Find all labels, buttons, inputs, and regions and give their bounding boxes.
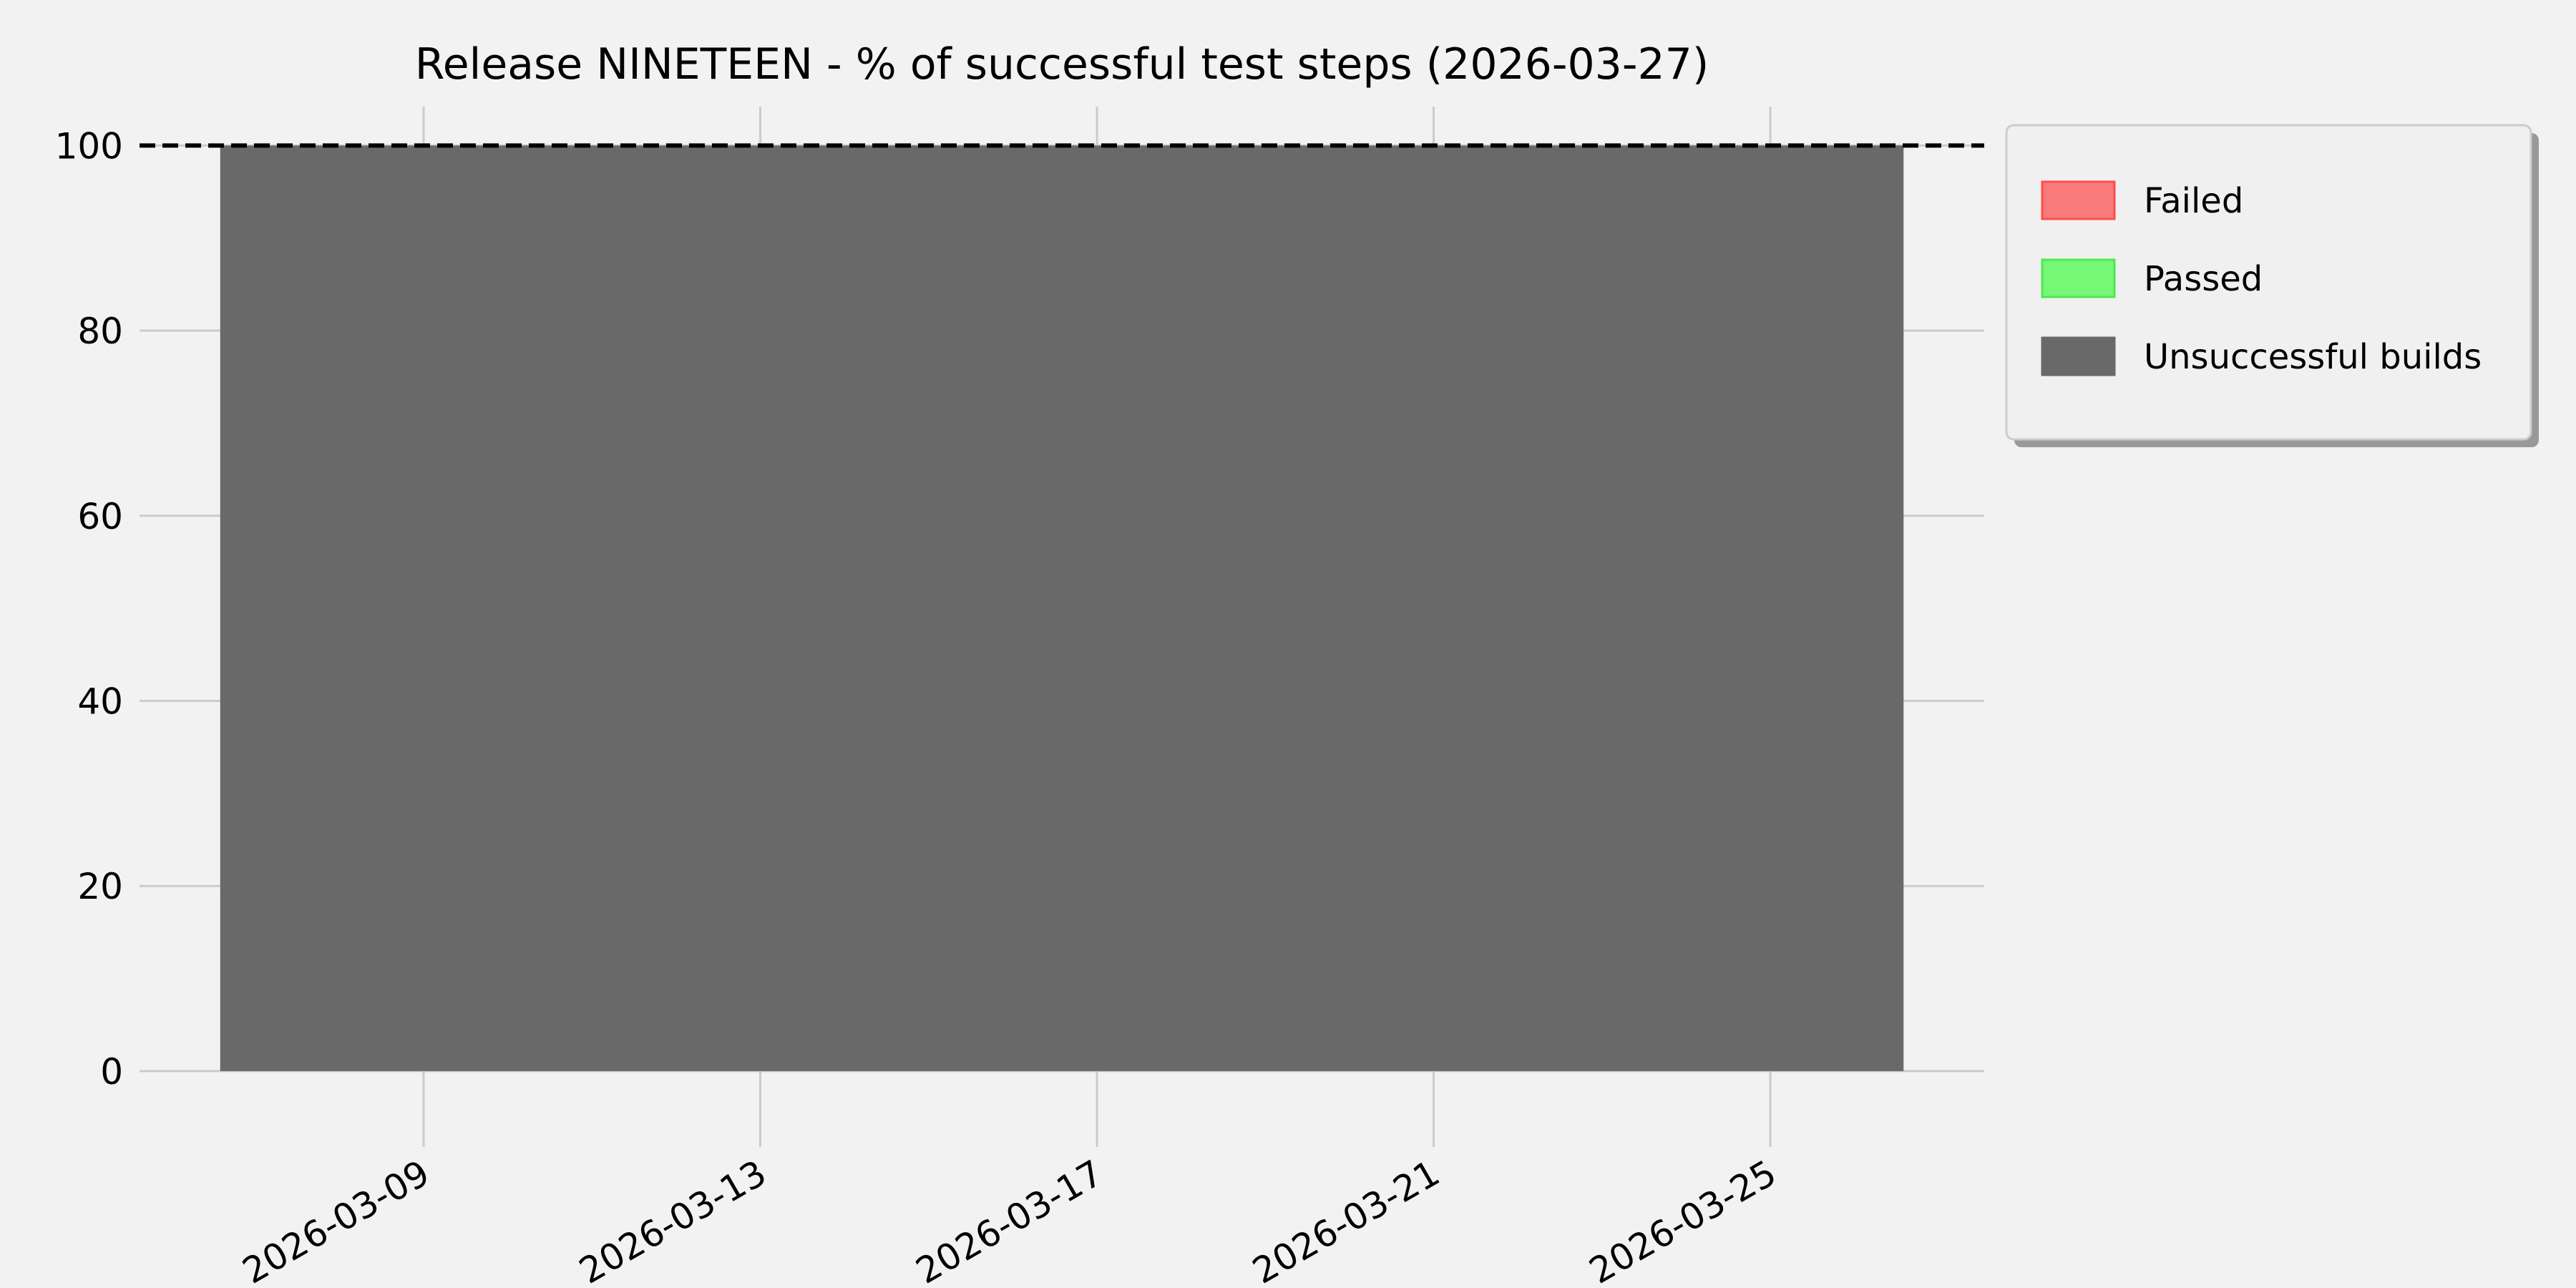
- legend-swatch-passed: [2041, 258, 2116, 298]
- legend-swatch-unsuccessful-builds: [2041, 336, 2116, 376]
- y-tick-label: 0: [100, 1051, 123, 1093]
- areas: [220, 145, 1904, 1071]
- legend: Failed Passed Unsuccessful builds: [2005, 124, 2539, 447]
- y-tick-label: 100: [55, 125, 123, 167]
- y-tick-label: 80: [77, 311, 123, 352]
- y-tick-label: 20: [77, 866, 123, 907]
- y-tick-labels: 0 20 40 60 80 100: [55, 125, 123, 1093]
- y-tick-label: 60: [77, 496, 123, 537]
- legend-label: Unsuccessful builds: [2144, 337, 2482, 377]
- legend-label: Passed: [2144, 259, 2263, 299]
- legend-swatch-failed: [2041, 180, 2116, 220]
- area-unsuccessful-builds: [220, 145, 1904, 1071]
- chart-title: Release NINETEEN - % of successful test …: [415, 39, 1709, 89]
- legend-box: [2005, 124, 2532, 441]
- y-tick-label: 40: [77, 680, 123, 722]
- legend-label: Failed: [2144, 181, 2243, 221]
